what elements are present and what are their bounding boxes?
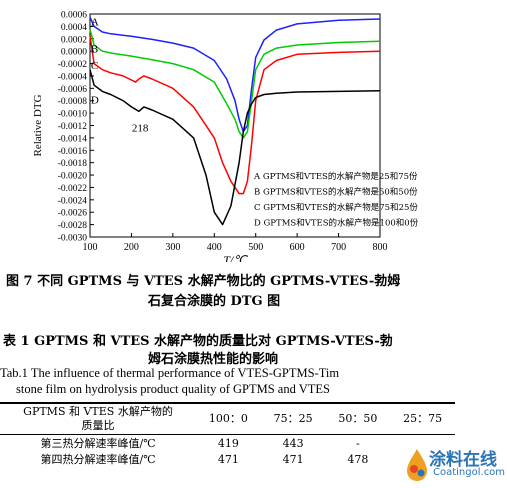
header-line2: 质量比 — [81, 419, 115, 432]
series-line-D — [89, 69, 381, 226]
x-tick-label: 200 — [124, 242, 139, 253]
figure-caption-line1: 图 7 不同 GPTMS 与 VTES 水解产物比的 GPTMS-VTES-勃姆 — [6, 274, 401, 289]
y-tick-label: -0.0014 — [58, 134, 88, 144]
row-label: 第三热分解速率峰值/℃ — [40, 437, 156, 450]
watermark-url: Coatingol.com — [433, 467, 506, 478]
table-cell: 471 — [282, 452, 304, 466]
table-cell: - — [356, 436, 360, 450]
y-tick-label: -0.0004 — [58, 72, 88, 82]
x-axis-label: T/℃ — [223, 253, 248, 262]
table-row: 第三热分解速率峰值/℃ 419 443 - — [0, 435, 455, 452]
x-tick-label: 300 — [165, 242, 180, 253]
col-header: 100：0 — [196, 402, 261, 435]
x-tick-label: 800 — [373, 242, 388, 253]
table-cell: 478 — [347, 452, 369, 466]
table-cell: 471 — [217, 452, 239, 466]
table-cell: 419 — [217, 436, 239, 450]
series-line-B — [89, 29, 381, 139]
y-tick-label: -0.0024 — [58, 196, 88, 206]
y-tick-label: -0.0020 — [58, 172, 88, 182]
watermark-text: 涂料在线 — [429, 450, 497, 470]
col-header: 75：25 — [260, 402, 326, 435]
table-title-line1: 表 1 GPTMS 和 VTES 水解产物的质量比对 GPTMS-VTES-勃 — [3, 334, 393, 349]
y-tick-label: -0.0018 — [58, 159, 88, 169]
y-tick-label: -0.0002 — [58, 60, 88, 70]
y-axis-label: Relative DTG — [32, 94, 44, 156]
y-tick-label: 0.0004 — [61, 23, 87, 33]
y-tick-label: -0.0026 — [58, 209, 88, 219]
table-cell: 443 — [282, 436, 304, 450]
table-row: 第四热分解速率峰值/℃ 471 471 478 — [0, 451, 455, 467]
y-tick-label: 0.0000 — [61, 48, 87, 58]
series-line-A — [89, 16, 381, 133]
table-title-line2: 姆石涂膜热性能的影响 — [148, 352, 279, 367]
y-tick-label: -0.0006 — [58, 85, 88, 95]
y-tick-label: -0.0012 — [58, 122, 88, 132]
y-tick-label: -0.0010 — [58, 110, 88, 120]
paint-drop-logo-icon — [407, 449, 427, 481]
x-tick-label: 500 — [248, 242, 263, 253]
legend-entry: D GPTMS和VTES的水解产物是100和0份 — [254, 218, 419, 229]
x-tick-label: 700 — [331, 242, 346, 253]
y-tick-label: -0.0008 — [58, 97, 88, 107]
series-label-D: D — [91, 94, 99, 106]
legend-entry: C GPTMS和VTES的水解产物是75和25份 — [254, 202, 418, 213]
table-header-row: GPTMS 和 VTES 水解产物的 质量比 100：0 75：25 50：50… — [0, 402, 455, 435]
peak-annotation: 218 — [132, 123, 149, 135]
x-tick-label: 400 — [207, 242, 222, 253]
header-line1: GPTMS 和 VTES 水解产物的 — [23, 405, 173, 418]
x-tick-label: 600 — [290, 242, 305, 253]
figure-caption-line2: 石复合涂膜的 DTG 图 — [148, 294, 281, 309]
col-header: 25：75 — [390, 402, 455, 435]
legend-entry: B GPTMS和VTES的水解产物是50和50份 — [254, 187, 418, 198]
table-title-en-line2: stone film on hydrolysis product quality… — [16, 382, 330, 396]
table-title-en-line1: Tab.1 The influence of thermal performan… — [0, 366, 340, 380]
series-label-B: B — [91, 44, 98, 56]
row-label: 第四热分解速率峰值/℃ — [40, 453, 156, 466]
series-label-C: C — [91, 60, 98, 72]
watermark: 涂料在线 Coatingol.com — [405, 445, 505, 483]
y-tick-label: 0.0006 — [61, 11, 87, 21]
series-label-A: A — [91, 16, 99, 28]
legend-entry: A GPTMS和VTES的水解产物是25和75份 — [253, 171, 418, 182]
y-tick-label: -0.0030 — [58, 234, 88, 244]
x-tick-label: 100 — [83, 242, 98, 253]
col-header: 50：50 — [325, 402, 391, 435]
y-tick-label: 0.0002 — [61, 35, 87, 45]
table-1: GPTMS 和 VTES 水解产物的 质量比 100：0 75：25 50：50… — [0, 402, 455, 467]
y-tick-label: -0.0016 — [58, 147, 88, 157]
dtg-chart: 0.0006 0.0004 0.0002 0.0000 -0.0002 -0.0004 -0… — [32, 11, 419, 263]
y-tick-label: -0.0028 — [58, 221, 88, 231]
header-cell: GPTMS 和 VTES 水解产物的 质量比 — [0, 402, 196, 435]
series-line-C — [89, 35, 381, 195]
y-tick-label: -0.0022 — [58, 184, 88, 194]
